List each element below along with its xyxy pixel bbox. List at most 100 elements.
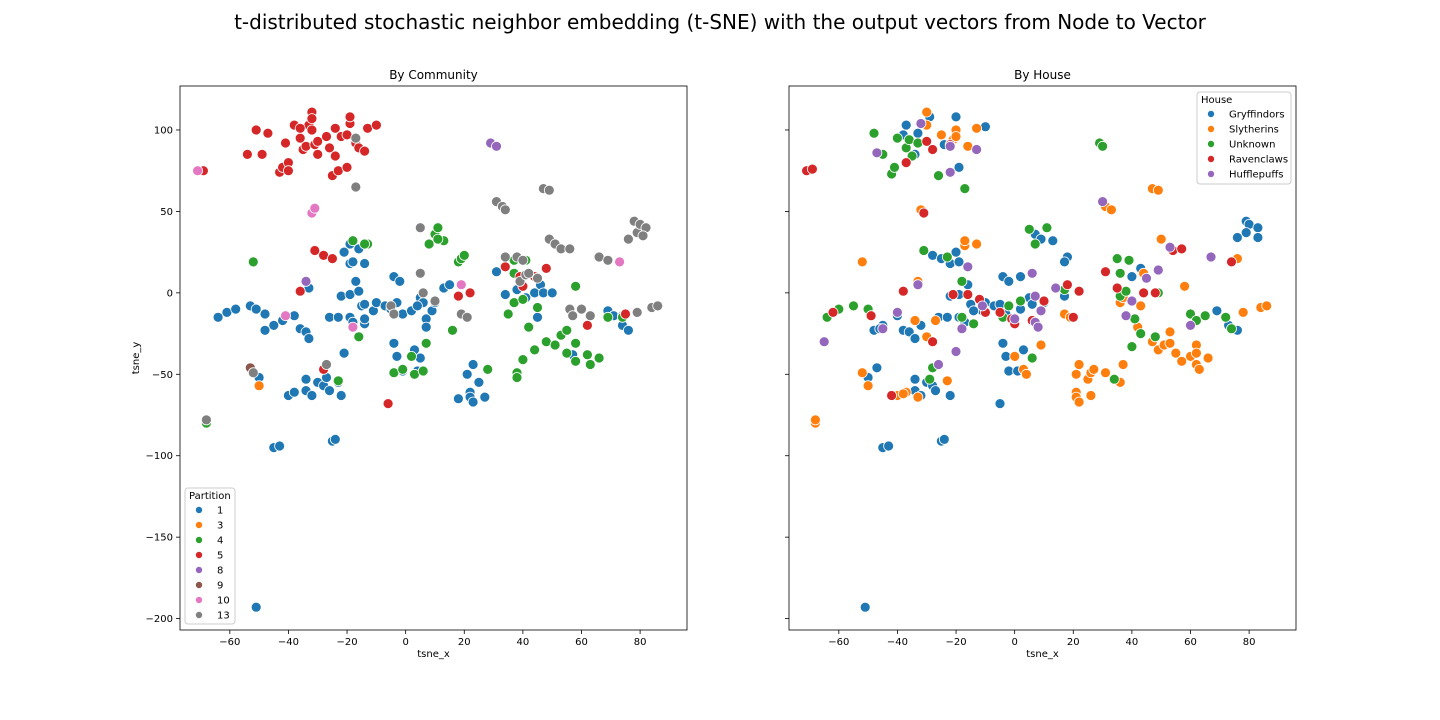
scatter-point-1 (259, 324, 271, 336)
scatter-point-4 (561, 347, 573, 359)
scatter-point-gryffindors (900, 119, 912, 131)
scatter-point-slytherins (1155, 233, 1167, 245)
x-tick-label: 20 (1067, 637, 1080, 648)
scatter-point-slytherins (1085, 390, 1097, 401)
scatter-point-slytherins (1164, 337, 1176, 349)
scatter-point-gryffindors (938, 433, 950, 445)
y-axis-ticks (785, 129, 789, 619)
scatter-point-hufflepuffs (1126, 295, 1138, 307)
y-tick-label: 0 (167, 288, 173, 299)
scatter-point-13 (350, 132, 362, 144)
scatter-point-unknown (1123, 254, 1135, 266)
scatter-point-ravenclaws (1111, 282, 1123, 294)
scatter-point-ravenclaws (807, 163, 818, 175)
scatter-point-slytherins (1070, 368, 1082, 380)
legend-marker (195, 611, 203, 619)
scatter-point-gryffindors (930, 385, 941, 397)
scatter-point-5 (382, 398, 394, 410)
scatter-point-unknown (848, 300, 859, 312)
scatter-point-10 (280, 310, 291, 322)
scatter-point-gryffindors (909, 333, 921, 344)
scatter-point-13 (321, 359, 332, 370)
scatter-point-slytherins (1106, 204, 1117, 216)
panel-title: By Community (389, 68, 478, 82)
legend-label: Gryffindors (1229, 110, 1285, 121)
x-tick-label: −20 (945, 637, 966, 648)
scatter-point-unknown (1135, 328, 1147, 340)
scatter-point-slytherins (1073, 359, 1085, 370)
legend-marker (195, 521, 203, 529)
legend-marker (195, 551, 203, 559)
scatter-point-gryffindors (1232, 232, 1243, 243)
scatter-point-gryffindors (994, 398, 1006, 410)
scatter-point-4 (584, 359, 596, 370)
scatter-point-4 (432, 233, 444, 245)
scatter-point-hufflepuffs (1009, 313, 1021, 325)
scatter-point-1 (303, 333, 315, 344)
legend-marker (195, 596, 203, 604)
scatter-point-13 (499, 204, 511, 216)
scatter-point-4 (420, 337, 432, 349)
scatter-point-10 (192, 165, 204, 177)
scatter-point-4 (523, 321, 535, 333)
scatter-point-slytherins (1179, 280, 1190, 292)
scatter-point-5 (312, 148, 324, 160)
scatter-point-slytherins (930, 315, 941, 326)
scatter-point-unknown (912, 137, 924, 149)
scatter-point-5 (256, 148, 268, 160)
scatter-point-1 (491, 266, 502, 278)
scatter-point-gryffindors (912, 127, 924, 139)
scatter-point-5 (262, 127, 274, 139)
legend-box (1196, 91, 1292, 185)
scatter-point-5 (324, 142, 335, 154)
scatter-point-4 (593, 352, 605, 364)
legend-marker (1207, 140, 1215, 148)
scatter-point-13 (414, 267, 426, 279)
scatter-point-13 (247, 367, 259, 379)
scatter-point-unknown (868, 127, 880, 139)
x-tick-label: 20 (458, 637, 471, 648)
scatter-point-10 (309, 202, 321, 214)
scatter-point-ravenclaws (897, 285, 909, 297)
scatter-point-5 (329, 122, 341, 134)
x-tick-label: 60 (1184, 637, 1197, 648)
scatter-point-hufflepuffs (892, 306, 903, 318)
scatter-point-unknown (941, 251, 953, 263)
y-tick-label: −50 (152, 370, 173, 381)
x-tick-label: 60 (575, 637, 588, 648)
scatter-point-hufflepuffs (1029, 290, 1041, 302)
scatter-point-unknown (1041, 222, 1053, 234)
scatter-point-slytherins (810, 414, 821, 426)
scatter-point-5 (582, 319, 593, 331)
scatter-point-13 (532, 272, 543, 284)
scatter-point-1 (329, 433, 341, 445)
scatter-point-unknown (956, 311, 968, 323)
scatter-point-slytherins (1009, 350, 1021, 362)
scatter-point-gryffindors (968, 305, 979, 317)
x-axis-label: tsne_x (417, 649, 450, 660)
scatter-point-1 (332, 311, 344, 323)
scatter-point-slytherins (971, 238, 982, 250)
scatter-point-slytherins (856, 256, 868, 268)
scatter-point-slytherins (1176, 355, 1188, 367)
scatter-point-gryffindors (950, 111, 962, 123)
scatter-point-hufflepuffs (933, 359, 944, 370)
scatter-point-hufflepuffs (950, 346, 962, 357)
scatter-point-4 (570, 337, 581, 349)
plot-frame (179, 85, 688, 631)
scatter-point-13 (200, 414, 212, 426)
scatter-point-1 (479, 391, 491, 403)
scatter-point-unknown (918, 245, 930, 256)
scatter-point-13 (499, 251, 511, 263)
scatter-point-unknown (933, 170, 944, 182)
scatter-point-gryffindors (953, 161, 965, 173)
scatter-point-unknown (1226, 323, 1237, 335)
scatter-point-5 (620, 308, 631, 320)
scatter-point-5 (312, 135, 324, 147)
scatter-point-4 (502, 308, 514, 320)
scatter-point-13 (576, 303, 587, 315)
scatter-point-unknown (924, 373, 936, 385)
legend-marker (195, 566, 203, 574)
scatter-point-hufflepuffs (1035, 305, 1047, 317)
x-tick-label: 40 (517, 637, 530, 648)
